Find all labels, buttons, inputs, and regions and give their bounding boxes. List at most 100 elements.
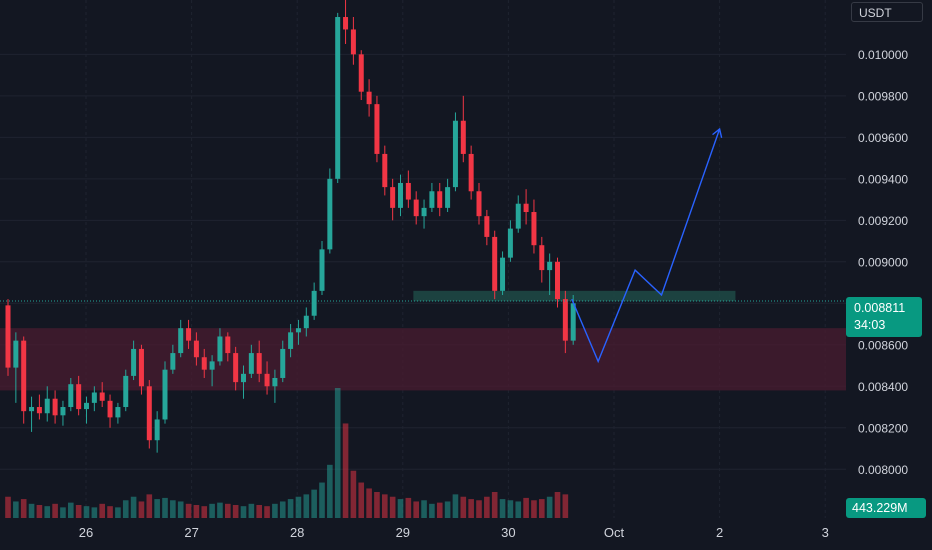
candle xyxy=(327,168,333,254)
volume-bar xyxy=(225,503,231,518)
candle xyxy=(295,319,301,345)
y-tick-label: 0.009800 xyxy=(858,89,908,103)
volume-bar xyxy=(468,499,474,518)
volume-bar xyxy=(515,501,522,518)
candle xyxy=(562,290,568,354)
volume-bar xyxy=(256,505,262,518)
candle xyxy=(154,411,160,453)
candle xyxy=(76,375,82,416)
volume-badge: 443.229M xyxy=(846,498,926,518)
volume-bar xyxy=(444,501,451,518)
volume-bar xyxy=(75,505,82,518)
candle xyxy=(209,355,215,387)
candle xyxy=(99,382,105,408)
candle xyxy=(452,112,458,192)
volume-bar xyxy=(319,482,325,518)
projection-path xyxy=(571,128,721,364)
candle xyxy=(507,220,513,262)
volume-bar xyxy=(554,492,561,518)
candle xyxy=(256,340,262,383)
volume-bar xyxy=(28,503,35,518)
candle xyxy=(515,195,521,233)
candle xyxy=(437,182,443,217)
volume-bar xyxy=(209,503,215,518)
volume-bar xyxy=(342,423,349,518)
y-tick-label: 0.009600 xyxy=(858,131,908,145)
candle xyxy=(531,199,537,254)
volume-bar xyxy=(499,499,506,518)
volume-bar xyxy=(303,494,310,518)
volume-bar xyxy=(397,499,404,518)
y-tick-label: 0.008200 xyxy=(858,421,908,435)
y-tick-label: 0.009400 xyxy=(858,172,908,186)
last-price-value: 0.008811 xyxy=(854,301,906,315)
volume-bar xyxy=(177,501,184,518)
volume-bar xyxy=(382,494,388,518)
candle xyxy=(217,328,223,366)
candle xyxy=(374,95,380,163)
candle xyxy=(241,365,246,399)
volume-bar xyxy=(99,503,105,518)
time-axis: 26 27 28 29 30 Oct 2 3 xyxy=(79,525,829,540)
candle xyxy=(445,178,451,213)
volume-bar xyxy=(507,500,514,518)
volume-bar xyxy=(389,496,396,518)
candle xyxy=(36,394,42,420)
volume-bar xyxy=(334,388,341,518)
candle xyxy=(91,386,97,412)
volume-value: 443.229M xyxy=(852,501,908,515)
candle xyxy=(555,257,560,308)
candle xyxy=(382,145,388,196)
volume-bar xyxy=(248,503,255,518)
currency-label: USDT xyxy=(859,6,892,20)
candle xyxy=(366,79,372,117)
candle xyxy=(311,282,317,320)
volume-bar xyxy=(429,503,435,518)
support-zone xyxy=(413,290,736,302)
candle xyxy=(186,319,192,349)
volume-bar xyxy=(13,501,19,518)
candle xyxy=(390,178,396,221)
candle xyxy=(405,170,411,208)
last-price-badge: 0.008811 34:03 xyxy=(846,297,922,337)
candle xyxy=(123,369,129,412)
x-tick-label: 30 xyxy=(501,525,515,540)
volume-bar xyxy=(170,500,176,518)
candle xyxy=(413,191,419,225)
candle xyxy=(398,174,403,217)
volume-bar xyxy=(523,497,529,518)
x-tick-label: Oct xyxy=(604,525,625,540)
volume-bar xyxy=(60,507,66,518)
volume-bar xyxy=(562,494,569,518)
volume-bar xyxy=(154,499,160,518)
volume-bar xyxy=(476,500,482,518)
volume-bar xyxy=(531,500,537,518)
volume-bar xyxy=(217,502,223,518)
candle xyxy=(44,386,50,422)
candle xyxy=(162,361,168,424)
x-tick-label: 27 xyxy=(184,525,198,540)
candle xyxy=(178,319,184,358)
volume-bar xyxy=(83,506,90,518)
volume-bar xyxy=(232,505,239,518)
x-tick-label: 28 xyxy=(290,525,304,540)
volume-bar xyxy=(287,499,294,518)
candle xyxy=(115,402,121,424)
candle xyxy=(421,199,427,229)
volume-bar xyxy=(374,492,380,518)
volume-bar xyxy=(5,496,11,518)
y-tick-label: 0.009000 xyxy=(858,255,908,269)
candle xyxy=(264,361,270,395)
candle xyxy=(460,95,466,163)
volume-bar xyxy=(240,506,247,518)
volume-bar xyxy=(272,503,278,518)
candle xyxy=(280,340,286,383)
candle xyxy=(343,0,349,44)
volume-bar xyxy=(122,500,129,518)
volume-bar xyxy=(436,502,443,518)
volume-bar xyxy=(452,494,459,518)
candle xyxy=(500,251,506,295)
volume-bar xyxy=(413,501,419,518)
currency-selector[interactable]: USDT xyxy=(851,2,923,22)
